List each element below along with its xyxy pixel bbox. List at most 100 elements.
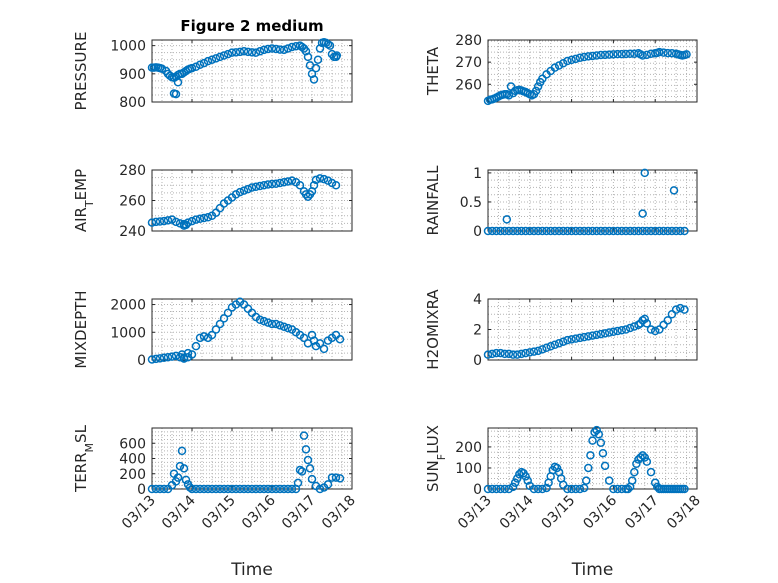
- data-point: [525, 226, 535, 236]
- data-point: [239, 484, 249, 494]
- data-point: [554, 61, 564, 70]
- data-point: [309, 181, 319, 190]
- data-point: [163, 352, 173, 362]
- data-point: [195, 333, 205, 343]
- subplot-sun-flux: 03/13 03/14 03/15 03/16 03/17 03/18 0 100 200 SUN…: [424, 425, 704, 580]
- data-point: [496, 484, 505, 494]
- y-axis-label: MIXDEPTH: [72, 290, 90, 368]
- data-point: [267, 44, 277, 53]
- data-point: [621, 226, 631, 236]
- data-point: [529, 484, 539, 494]
- data-point: [655, 47, 664, 57]
- data-point: [235, 47, 245, 57]
- y-tick-label: 0.5: [460, 195, 482, 211]
- data-point: [173, 473, 183, 482]
- y-axis-label: RAINFALL: [424, 165, 442, 236]
- data-point: [596, 226, 606, 236]
- data-point: [571, 484, 581, 494]
- data-point: [598, 448, 608, 458]
- data-point: [625, 49, 635, 58]
- data-point: [533, 226, 543, 236]
- data-point: [301, 445, 311, 454]
- data-point: [311, 63, 321, 73]
- y-tick-label: 1: [473, 166, 482, 182]
- data-point: [487, 226, 497, 236]
- y-axis-label: THETA: [424, 46, 442, 96]
- data-point: [558, 59, 568, 68]
- data-point: [634, 320, 643, 330]
- data-point: [313, 55, 323, 64]
- data-point: [617, 226, 627, 236]
- data-point: [584, 52, 593, 61]
- data-point: [542, 483, 551, 493]
- data-point: [163, 216, 173, 225]
- data-point: [311, 175, 321, 185]
- data-point: [295, 181, 305, 190]
- subplot-theta: 260 270 280 THETA: [424, 33, 698, 106]
- data-point: [588, 51, 597, 61]
- data-point: [267, 179, 277, 189]
- axes-box: [487, 39, 698, 103]
- data-point: [655, 226, 664, 236]
- data-point: [563, 484, 572, 494]
- data-point: [588, 331, 597, 340]
- y-tick-label: 800: [119, 95, 146, 111]
- data-point: [504, 226, 514, 236]
- data-point: [552, 463, 562, 473]
- data-point: [227, 48, 237, 57]
- x-tick-label: 03/14: [497, 492, 537, 532]
- data-point: [596, 329, 606, 339]
- x-tick-label: 03/16: [239, 492, 279, 532]
- data-point: [187, 350, 197, 359]
- data-point: [335, 334, 345, 344]
- data-point: [575, 226, 585, 236]
- subplot-mixdepth: 0 1000 2000 MIXDEPTH: [72, 290, 353, 369]
- data-point: [247, 183, 257, 192]
- data-point: [492, 484, 501, 494]
- data-point: [638, 209, 647, 218]
- data-point: [211, 54, 221, 63]
- data-point: [676, 303, 685, 313]
- data-point: [650, 478, 660, 487]
- data-point: [609, 50, 618, 59]
- data-point: [508, 226, 518, 236]
- data-point: [191, 341, 201, 351]
- data-point: [617, 326, 627, 335]
- data-point: [487, 484, 497, 494]
- data-point: [167, 352, 177, 361]
- data-point: [646, 325, 656, 334]
- data-point: [267, 319, 277, 329]
- subplot-pressure: 800 900 1000 PRESSURE Figure 2 medium: [72, 17, 353, 111]
- y-tick-label: 0: [473, 224, 482, 240]
- data-point: [483, 350, 493, 359]
- data-point: [147, 355, 157, 364]
- data-point: [529, 347, 539, 356]
- data-point: [630, 467, 639, 477]
- data-point: [581, 476, 591, 485]
- data-point: [567, 226, 576, 236]
- data-point: [592, 51, 601, 60]
- data-point: [533, 82, 543, 91]
- data-point: [207, 330, 217, 340]
- data-point: [659, 320, 668, 330]
- data-point: [638, 226, 647, 236]
- data-point: [247, 484, 257, 494]
- data-point: [680, 226, 689, 236]
- data-point: [327, 473, 337, 482]
- y-tick-label: 100: [455, 461, 482, 477]
- data-point: [183, 348, 193, 358]
- data-point: [259, 484, 269, 494]
- data-point: [155, 217, 165, 226]
- data-point: [315, 339, 325, 348]
- data-point: [259, 181, 269, 190]
- data-point: [600, 50, 610, 60]
- data-point: [235, 484, 245, 494]
- data-point: [275, 484, 285, 494]
- y-tick-label: 260: [455, 77, 482, 93]
- data-point: [275, 321, 285, 330]
- data-point: [223, 484, 233, 494]
- data-point: [203, 484, 213, 494]
- data-point: [563, 335, 572, 345]
- data-point: [243, 184, 253, 194]
- data-point: [521, 472, 530, 481]
